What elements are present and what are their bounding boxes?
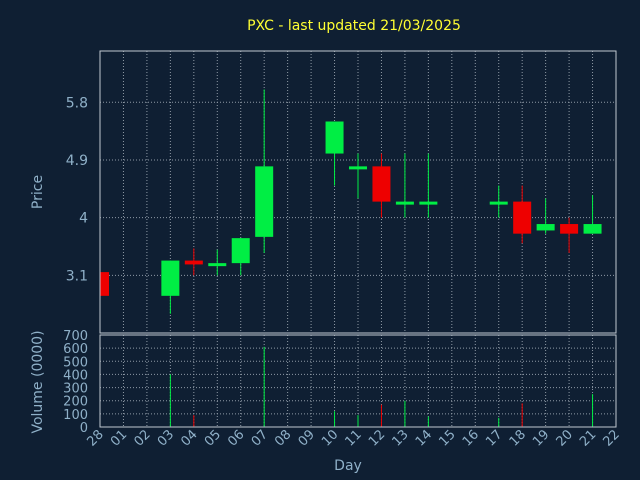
candle-body — [536, 224, 555, 231]
x-tick-label: 05 — [202, 427, 224, 449]
x-tick-label: 12 — [366, 427, 388, 449]
price-panel: 3.1 4 4.9 5.8 — [66, 50, 617, 334]
volume-tick-label: 400 — [63, 368, 88, 383]
x-tick-label: 03 — [155, 427, 177, 449]
x-tick-labels: 28 01 02 03 04 05 06 07 08 09 10 11 12 13 14 15 16 17 18 19… — [85, 427, 623, 449]
candle-body — [349, 166, 367, 170]
x-tick-label: 19 — [530, 427, 552, 449]
candle-body — [372, 166, 391, 202]
x-tick-label: 09 — [296, 427, 318, 449]
x-tick-label: 02 — [131, 427, 153, 449]
x-axis-label: Day — [334, 458, 362, 474]
x-tick-label: 15 — [436, 427, 458, 449]
price-tick-label: 3.1 — [66, 268, 88, 284]
candle-body — [513, 201, 532, 234]
volume-tick-label: 100 — [63, 408, 88, 423]
candle-body — [560, 224, 579, 234]
x-tick-label: 07 — [249, 427, 271, 449]
candle-body — [231, 238, 250, 264]
x-tick-label: 04 — [178, 427, 200, 449]
candle-body — [489, 201, 508, 205]
volume-axis-label: Volume (0000) — [30, 330, 46, 433]
candle-body — [184, 260, 203, 265]
price-tick-label: 4 — [79, 211, 88, 227]
x-tick-label: 18 — [507, 427, 529, 449]
volume-tick-label: 500 — [63, 355, 88, 370]
candle-body — [208, 263, 227, 267]
x-tick-label: 08 — [272, 427, 294, 449]
candle-body — [583, 224, 602, 234]
x-tick-label: 21 — [577, 427, 599, 449]
volume-tick-label: 600 — [63, 342, 88, 357]
x-tick-label: 01 — [108, 427, 130, 449]
price-tick-label: 5.8 — [66, 95, 88, 111]
chart-title: PXC - last updated 21/03/2025 — [247, 18, 461, 34]
volume-tick-label: 0 — [80, 421, 88, 436]
candle-body — [100, 272, 109, 296]
x-tick-label: 14 — [413, 427, 435, 449]
volume-tick-label: 200 — [63, 395, 88, 410]
candle-body — [255, 166, 274, 237]
volume-frame — [99, 334, 617, 428]
volume-tick-label: 700 — [63, 329, 88, 344]
candles — [100, 89, 602, 314]
x-tick-label: 17 — [483, 427, 505, 449]
candle-body — [395, 201, 414, 205]
x-tick-label: 13 — [389, 427, 411, 449]
x-tick-label: 20 — [554, 427, 576, 449]
x-tick-label: 22 — [601, 427, 623, 449]
price-axis-label: Price — [30, 175, 46, 209]
x-tick-label: 06 — [225, 427, 247, 449]
x-tick-label: 11 — [343, 427, 365, 449]
x-tick-label: 10 — [319, 427, 341, 449]
candle-body — [419, 201, 438, 205]
price-frame — [99, 50, 617, 334]
candle-body — [161, 260, 180, 296]
price-tick-label: 4.9 — [66, 153, 88, 169]
volume-tick-label: 300 — [63, 382, 88, 397]
candle-body — [325, 121, 344, 154]
x-tick-label: 16 — [460, 427, 482, 449]
